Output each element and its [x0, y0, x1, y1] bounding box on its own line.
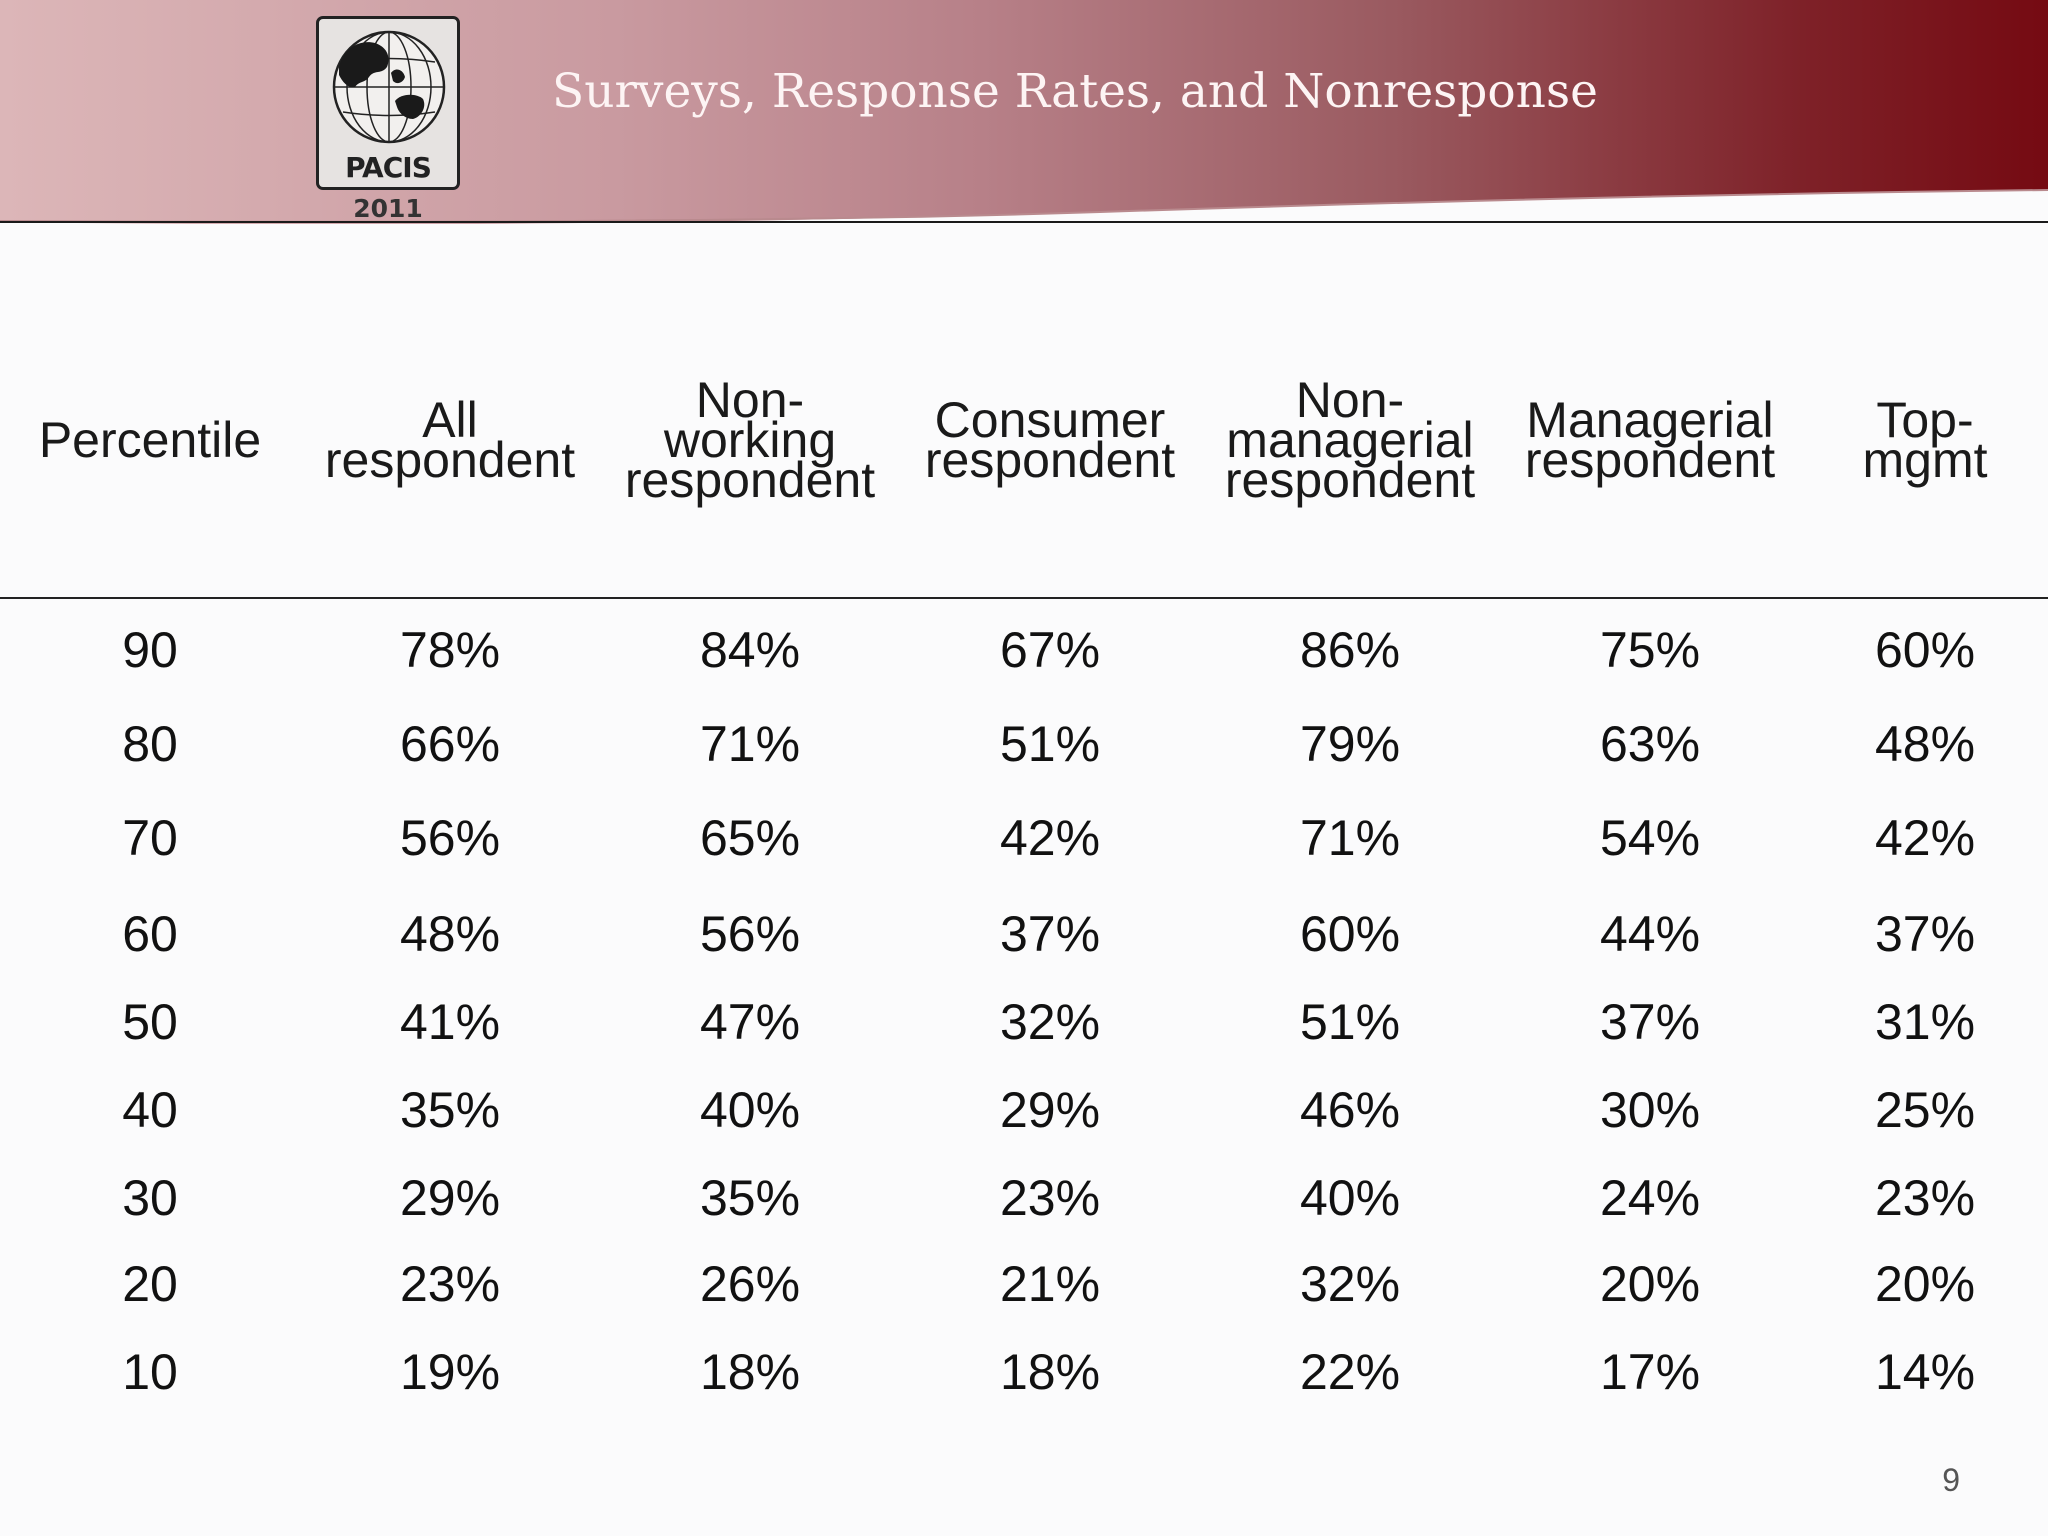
- table-header-row: Percentile All respondent Non- working res…: [0, 290, 2048, 590]
- rate-cell: 23%: [999, 1170, 1101, 1226]
- rate-cell: 32%: [999, 994, 1101, 1050]
- page-number: 9: [1942, 1462, 1960, 1498]
- rate-cell: 84%: [699, 622, 801, 678]
- column-header: Consumer respondent: [924, 392, 1176, 488]
- rate-cell: 14%: [1874, 1344, 1976, 1400]
- rate-cell: 48%: [399, 906, 501, 962]
- rate-cell: 18%: [999, 1344, 1101, 1400]
- rate-cell: 23%: [399, 1256, 501, 1312]
- rate-cell: 35%: [699, 1170, 801, 1226]
- rate-cell: 30%: [1599, 1082, 1701, 1138]
- rate-cell: 56%: [399, 810, 501, 866]
- rate-cell: 44%: [1599, 906, 1701, 962]
- logo-label: PACIS: [345, 151, 432, 184]
- percentile-cell: 50: [122, 994, 178, 1050]
- percentile-cell: 10: [122, 1344, 178, 1400]
- percentile-cell: 60: [122, 906, 178, 962]
- rate-cell: 47%: [699, 994, 801, 1050]
- logo-year: 2011: [353, 194, 423, 223]
- rate-cell: 19%: [399, 1344, 501, 1400]
- rate-cell: 32%: [1299, 1256, 1401, 1312]
- rate-cell: 17%: [1599, 1344, 1701, 1400]
- table-row: 90 78% 84% 67% 86% 75% 60%: [0, 620, 2048, 680]
- slide-title: Surveys, Response Rates, and Nonresponse: [552, 64, 1598, 119]
- rate-cell: 78%: [399, 622, 501, 678]
- rate-cell: 65%: [699, 810, 801, 866]
- percentile-cell: 70: [122, 810, 178, 866]
- rate-cell: 20%: [1599, 1256, 1701, 1312]
- table-row: 10 19% 18% 18% 22% 17% 14%: [0, 1342, 2048, 1402]
- percentile-cell: 90: [122, 622, 178, 678]
- rate-cell: 40%: [1299, 1170, 1401, 1226]
- table-row: 30 29% 35% 23% 40% 24% 23%: [0, 1168, 2048, 1228]
- table-row: 40 35% 40% 29% 46% 30% 25%: [0, 1080, 2048, 1140]
- table-row: 50 41% 47% 32% 51% 37% 31%: [0, 992, 2048, 1052]
- rate-cell: 51%: [999, 716, 1101, 772]
- table-row: 60 48% 56% 37% 60% 44% 37%: [0, 904, 2048, 964]
- rate-cell: 67%: [999, 622, 1101, 678]
- percentile-cell: 20: [122, 1256, 178, 1312]
- rate-cell: 79%: [1299, 716, 1401, 772]
- rate-cell: 23%: [1874, 1170, 1976, 1226]
- table-row: 20 23% 26% 21% 32% 20% 20%: [0, 1254, 2048, 1314]
- percentile-cell: 80: [122, 716, 178, 772]
- table-row: 70 56% 65% 42% 71% 54% 42%: [0, 808, 2048, 868]
- globe-icon: [332, 30, 446, 144]
- rate-cell: 75%: [1599, 622, 1701, 678]
- rate-cell: 37%: [999, 906, 1101, 962]
- column-header: Top- mgmt: [1862, 392, 1988, 488]
- pacis-logo: PACIS: [316, 16, 460, 190]
- column-header: Percentile: [38, 412, 262, 468]
- rate-cell: 56%: [699, 906, 801, 962]
- rate-cell: 40%: [699, 1082, 801, 1138]
- rate-cell: 18%: [699, 1344, 801, 1400]
- banner-swoosh: [0, 189, 2048, 240]
- rate-cell: 26%: [699, 1256, 801, 1312]
- rate-cell: 42%: [1874, 810, 1976, 866]
- rate-cell: 29%: [999, 1082, 1101, 1138]
- rate-cell: 71%: [1299, 810, 1401, 866]
- percentile-cell: 30: [122, 1170, 178, 1226]
- rate-cell: 60%: [1874, 622, 1976, 678]
- rate-cell: 46%: [1299, 1082, 1401, 1138]
- column-header: All respondent: [324, 392, 576, 488]
- rate-cell: 31%: [1874, 994, 1976, 1050]
- rate-cell: 60%: [1299, 906, 1401, 962]
- rate-cell: 54%: [1599, 810, 1701, 866]
- rate-cell: 42%: [999, 810, 1101, 866]
- rate-cell: 29%: [399, 1170, 501, 1226]
- rate-cell: 22%: [1299, 1344, 1401, 1400]
- column-header: Non- managerial respondent: [1224, 372, 1476, 508]
- rate-cell: 21%: [999, 1256, 1101, 1312]
- rate-cell: 35%: [399, 1082, 501, 1138]
- table-row: 80 66% 71% 51% 79% 63% 48%: [0, 714, 2048, 774]
- rate-cell: 37%: [1874, 906, 1976, 962]
- rate-cell: 20%: [1874, 1256, 1976, 1312]
- column-header: Managerial respondent: [1524, 392, 1776, 488]
- rate-cell: 51%: [1299, 994, 1401, 1050]
- rate-cell: 86%: [1299, 622, 1401, 678]
- rate-cell: 71%: [699, 716, 801, 772]
- rate-cell: 48%: [1874, 716, 1976, 772]
- rate-cell: 41%: [399, 994, 501, 1050]
- rate-cell: 66%: [399, 716, 501, 772]
- column-header: Non- working respondent: [624, 372, 876, 508]
- rate-cell: 25%: [1874, 1082, 1976, 1138]
- header-divider: [0, 597, 2048, 599]
- percentile-cell: 40: [122, 1082, 178, 1138]
- rate-cell: 24%: [1599, 1170, 1701, 1226]
- rate-cell: 37%: [1599, 994, 1701, 1050]
- rate-cell: 63%: [1599, 716, 1701, 772]
